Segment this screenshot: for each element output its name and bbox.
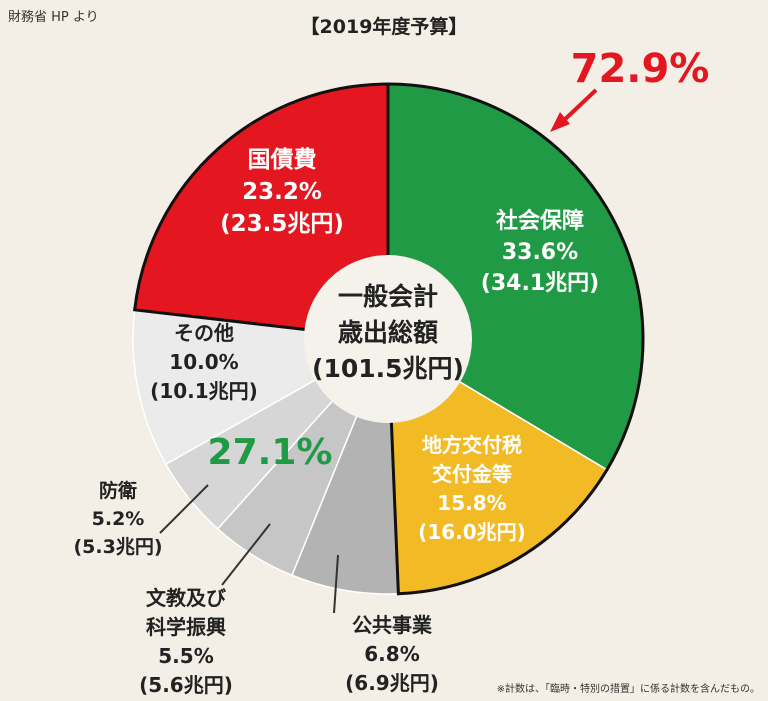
other-group-label: 27.1%: [208, 432, 333, 473]
chart-title: 【2019年度予算】: [300, 16, 468, 38]
slice-label-3: 文教及び科学振興 5.5% (5.6兆円): [139, 586, 233, 697]
center-hole: [304, 255, 472, 423]
slice-label-1: 地方交付税交付金等 15.8% (16.0兆円): [418, 433, 526, 544]
slice-label-2: 公共事業 6.8% (6.9兆円): [345, 613, 439, 695]
slice-label-6: 国債費 23.2% (23.5兆円): [220, 147, 344, 237]
debt-outline: [133, 82, 390, 341]
leader-line-2: [333, 554, 339, 614]
footnote: ※計数は、「臨時・特別の措置」に係る計数を含んだもの。: [496, 684, 760, 695]
highlight-arrow-head: [550, 112, 570, 132]
center-label: 一般会計歳出総額(101.5兆円): [312, 282, 464, 383]
slice-label-5: その他 10.0% (10.1兆円): [150, 321, 258, 403]
leader-line-3: [221, 523, 271, 586]
highlight-outline: [386, 82, 645, 596]
slice-label-0: 社会保障 33.6% (34.1兆円): [481, 208, 599, 296]
leader-line-4: [159, 484, 209, 534]
highlight-arrow-shaft: [558, 88, 598, 126]
slice-label-4: 防衛 5.2% (5.3兆円): [73, 479, 162, 558]
highlight-group-label: 72.9%: [571, 46, 710, 92]
source-note: 財務省 HP より: [8, 10, 99, 25]
